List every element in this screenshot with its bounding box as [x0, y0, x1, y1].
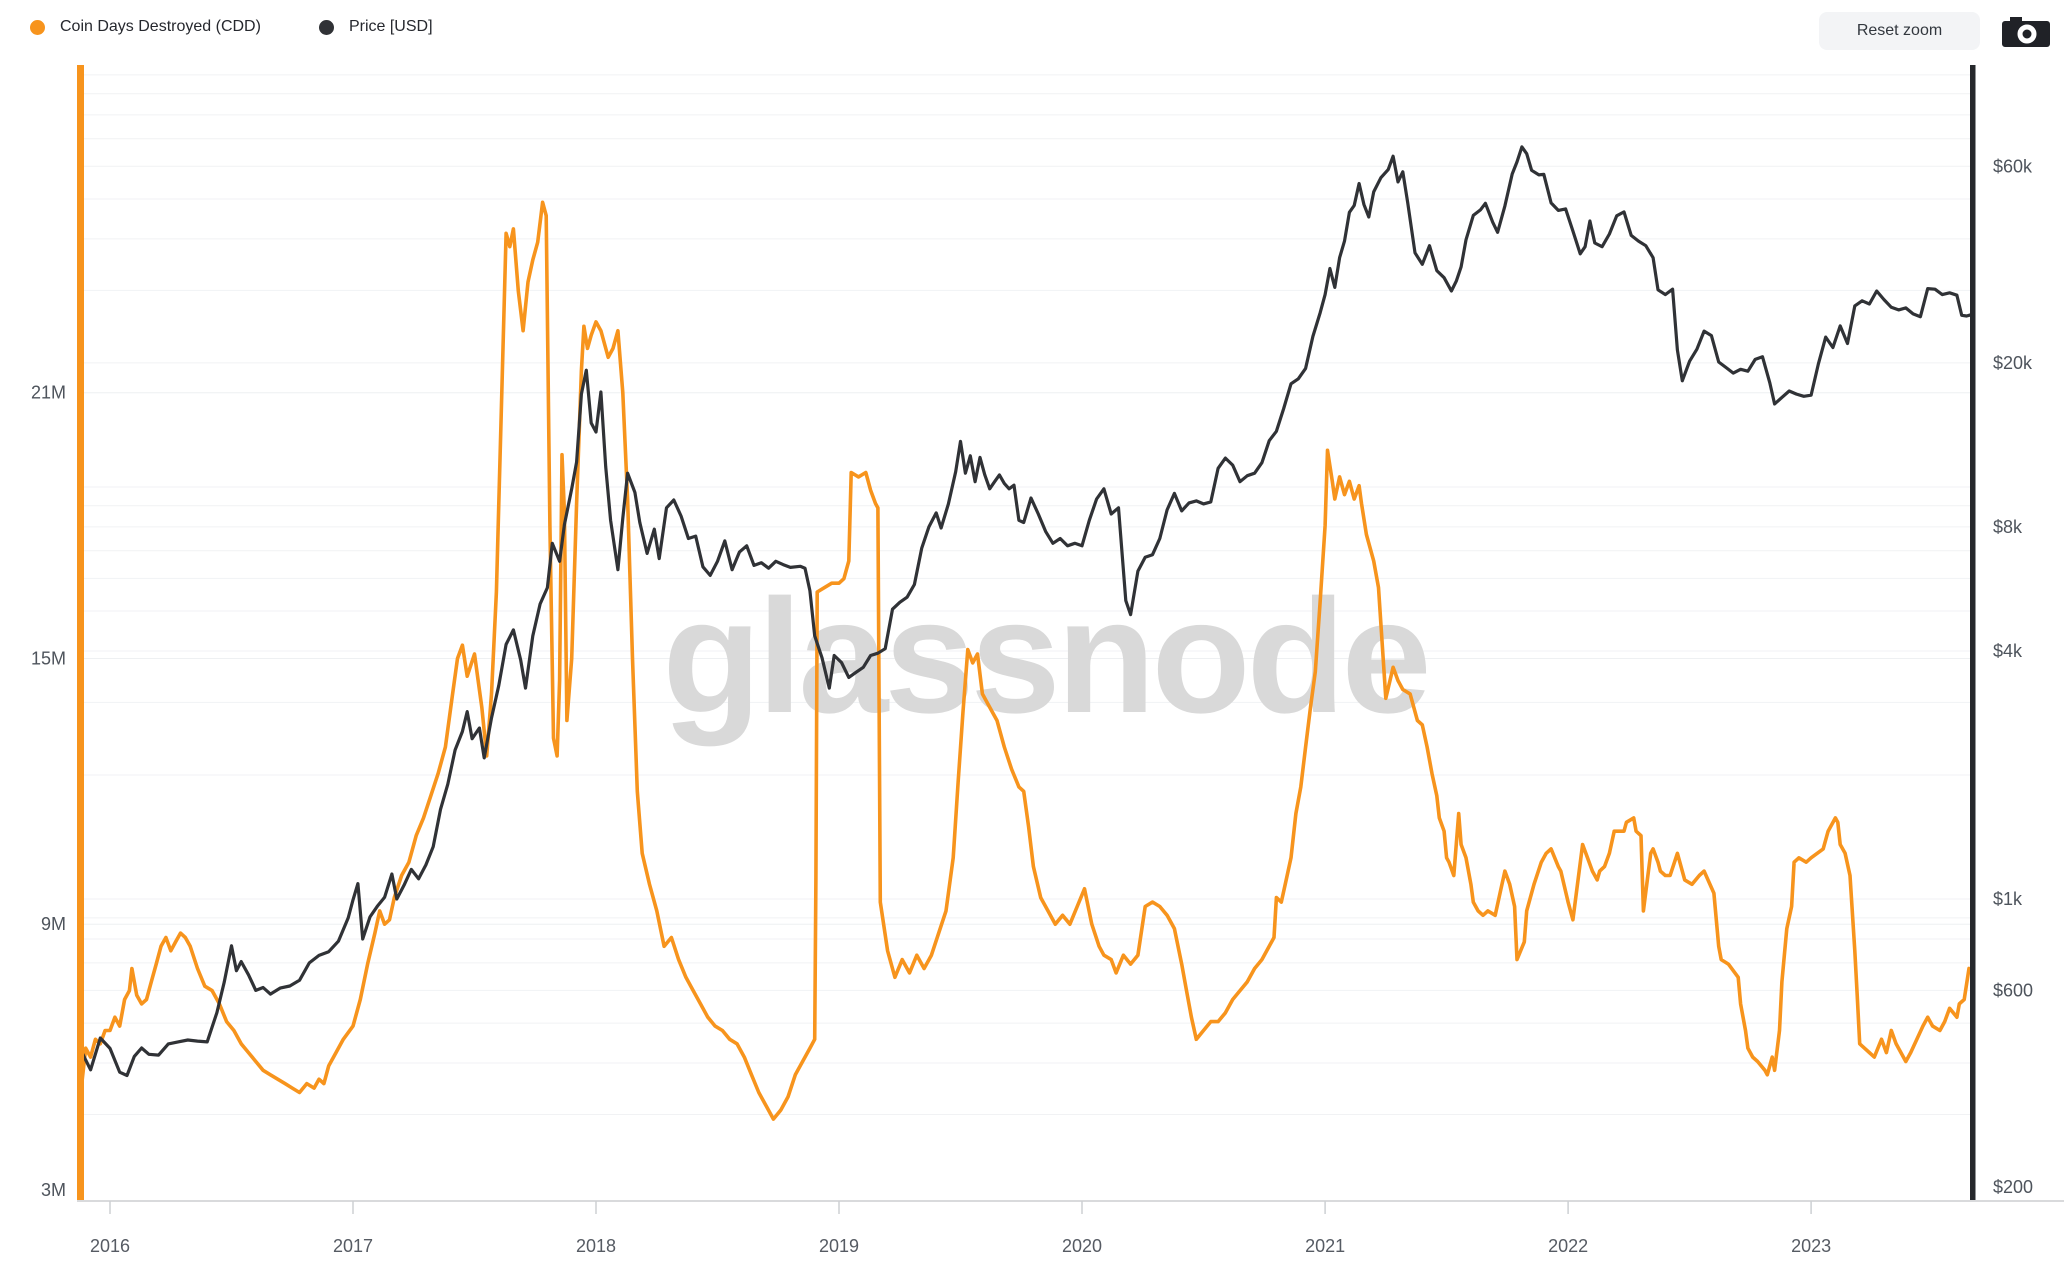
x-axis-label-2016: 2016: [90, 1236, 130, 1256]
reset-zoom-button[interactable]: Reset zoom: [1819, 12, 1980, 50]
cdd-line: [84, 200, 1970, 1121]
glassnode-watermark: glassnode: [662, 566, 1427, 747]
right-axis-label-60k: $60k: [1993, 156, 2033, 176]
right-axis-label-4k: $4k: [1993, 641, 2023, 661]
left-axis-label-3M: 3M: [41, 1180, 66, 1200]
chart-legend: Coin Days Destroyed (CDD) Price [USD]: [30, 18, 433, 36]
right-axis-bar: [1970, 65, 1976, 1201]
right-axis-label-8k: $8k: [1993, 517, 2023, 537]
gridlines: [84, 74, 1970, 1115]
x-axis-label-2020: 2020: [1062, 1236, 1102, 1256]
camera-export-button[interactable]: [2002, 11, 2050, 51]
series-lines: [84, 145, 1970, 1121]
x-axis-label-2023: 2023: [1791, 1236, 1831, 1256]
right-axis-label-200: $200: [1993, 1177, 2033, 1197]
camera-icon: [2002, 17, 2050, 47]
left-axis-label-21M: 21M: [31, 383, 66, 403]
x-axis-label-2017: 2017: [333, 1236, 373, 1256]
right-axis-label-20k: $20k: [1993, 353, 2033, 373]
left-axis-bar: [77, 65, 84, 1201]
x-axis-label-2018: 2018: [576, 1236, 616, 1256]
legend-label-cdd: Coin Days Destroyed (CDD): [60, 18, 261, 35]
cdd-series-dot-icon: [30, 19, 45, 35]
left-axis-label-9M: 9M: [41, 914, 66, 934]
axes: [77, 65, 2064, 1214]
left-axis-label-15M: 15M: [31, 649, 66, 669]
right-axis-label-600: $600: [1993, 980, 2033, 1000]
x-axis-label-2021: 2021: [1305, 1236, 1345, 1256]
x-axis-label-2019: 2019: [819, 1236, 859, 1256]
x-axis-label-2022: 2022: [1548, 1236, 1588, 1256]
legend-item-price[interactable]: Price [USD]: [318, 18, 433, 36]
legend-label-price: Price [USD]: [348, 18, 433, 35]
price-line: [84, 145, 1970, 1078]
price-series-dot-icon: [318, 19, 334, 35]
axis-labels: 2016 2017 2018 2019 2020 2021 2022 2023 21M 15M 9M…: [31, 156, 2033, 1256]
right-axis-label-1k: $1k: [1993, 889, 2023, 909]
legend-item-cdd[interactable]: Coin Days Destroyed (CDD): [30, 18, 261, 36]
